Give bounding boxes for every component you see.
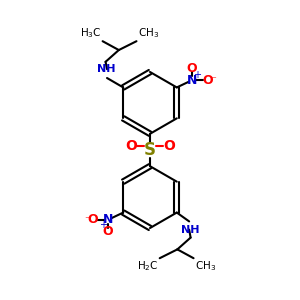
Text: N: N [103,213,113,226]
Text: +: + [194,70,201,80]
Text: CH$_3$: CH$_3$ [195,260,216,274]
Text: ⁻: ⁻ [210,75,216,85]
Text: CH$_3$: CH$_3$ [138,26,159,40]
Text: N: N [187,74,197,87]
Text: ⁻: ⁻ [84,215,90,225]
Text: O: O [202,74,213,87]
Text: +: + [99,220,106,230]
Text: H$_2$C: H$_2$C [136,260,158,274]
Text: O: O [125,139,137,153]
Text: O: O [163,139,175,153]
Text: S: S [144,141,156,159]
Text: NH: NH [97,64,116,74]
Text: O: O [187,62,197,75]
Text: NH: NH [181,225,199,235]
Text: O: O [87,213,98,226]
Text: O: O [103,225,113,238]
Text: H$_3$C: H$_3$C [80,26,101,40]
